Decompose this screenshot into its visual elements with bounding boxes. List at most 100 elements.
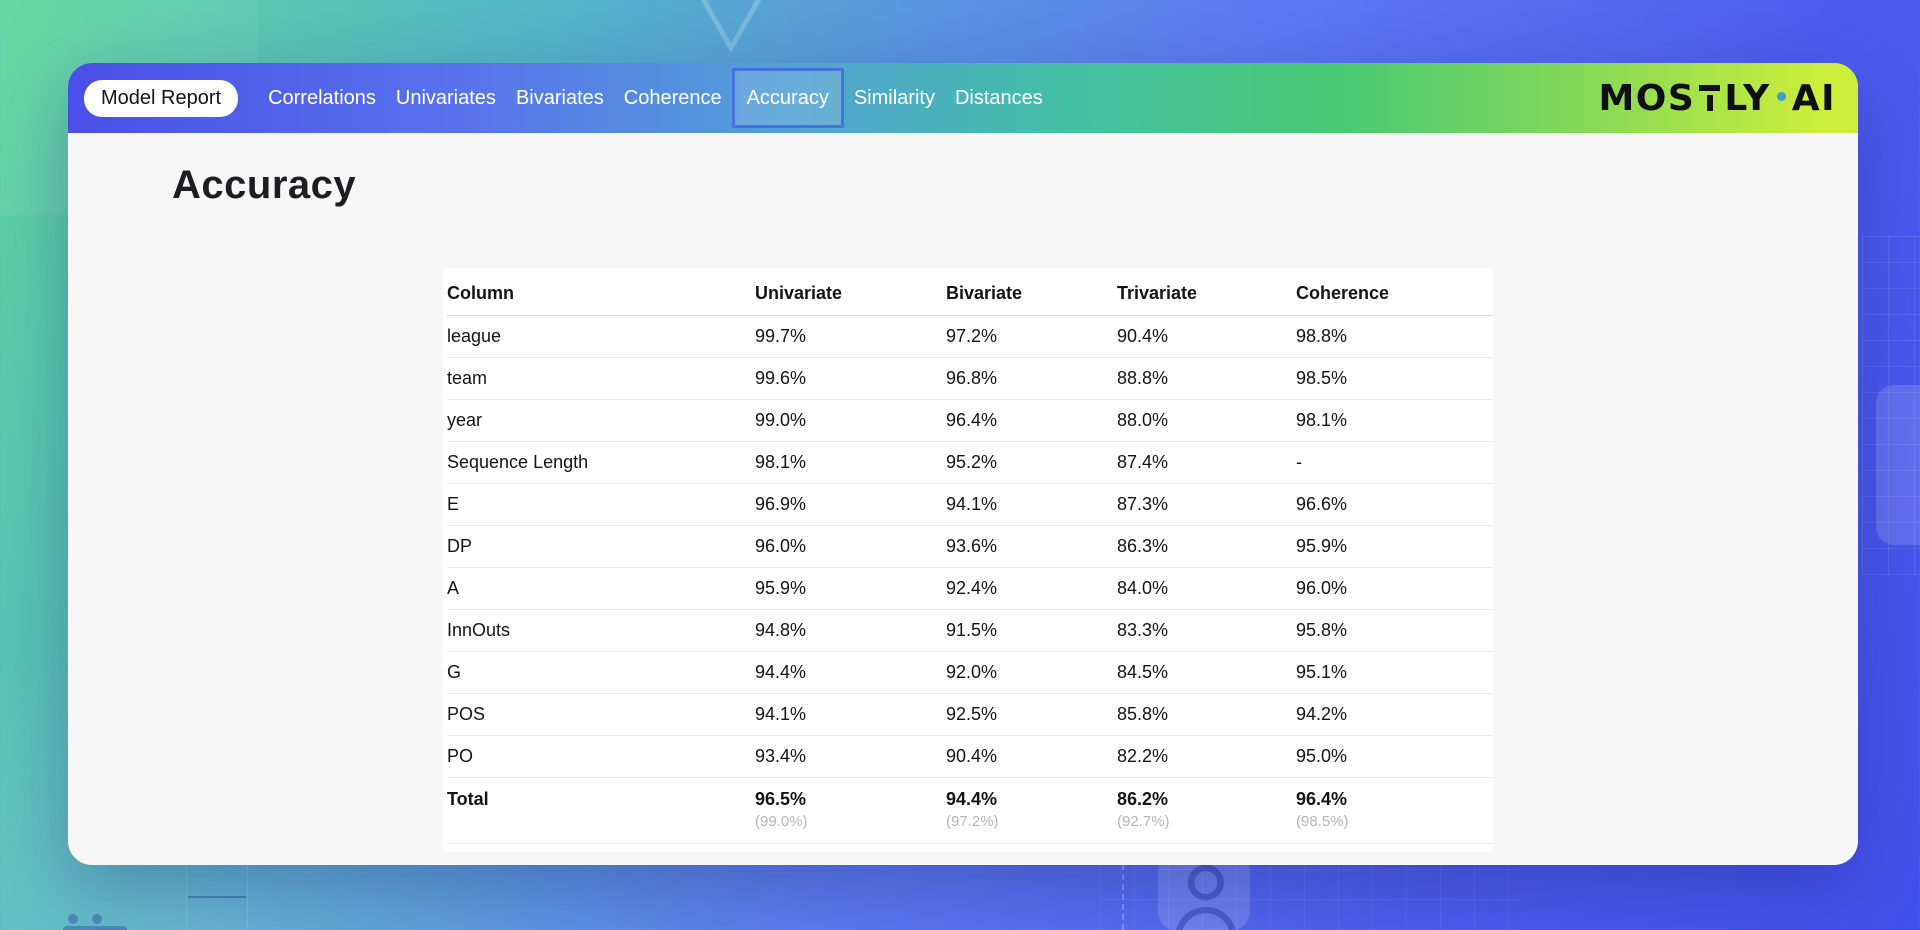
logo-text-mid: LY [1724, 77, 1771, 119]
row-value: 95.9% [1296, 536, 1348, 556]
row-value: 87.3% [1117, 494, 1169, 514]
table-row: DP 96.0% 93.6% 86.3% 95.9% [447, 526, 1493, 568]
tab-similarity[interactable]: Similarity [853, 86, 935, 109]
table-header-row: Column Univariate Bivariate Trivariate Coher… [447, 272, 1493, 316]
background-grid-bottom [1100, 862, 1520, 930]
row-value: 98.1% [1296, 410, 1348, 430]
row-label: E [447, 494, 460, 514]
tab-distances[interactable]: Distances [954, 86, 1043, 109]
total-value: 86.2% (92.7%) [1117, 789, 1296, 830]
row-value: 94.8% [755, 620, 807, 640]
total-sub-value: (92.7%) [1117, 813, 1170, 830]
row-value: 96.4% [946, 410, 998, 430]
row-label: DP [447, 536, 473, 556]
row-value: 94.1% [946, 494, 998, 514]
row-value: 90.4% [946, 746, 998, 766]
row-value: 95.1% [1296, 662, 1348, 682]
column-header: Coherence [1296, 283, 1390, 303]
row-value: 82.2% [1117, 746, 1169, 766]
table-row: year 99.0% 96.4% 88.0% 98.1% [447, 400, 1493, 442]
row-value: 99.6% [755, 368, 807, 388]
row-label: year [447, 410, 483, 430]
column-header: Bivariate [946, 283, 1023, 303]
table-row: league 99.7% 97.2% 90.4% 98.8% [447, 316, 1493, 358]
row-label: league [447, 326, 502, 346]
row-value: 95.0% [1296, 746, 1348, 766]
table-row: Sequence Length 98.1% 95.2% 87.4% - [447, 442, 1493, 484]
background-rounded-rect [1876, 385, 1920, 545]
logo-stylized-t-icon [1698, 85, 1721, 111]
report-card: Model Report Correlations Univariates Biva… [68, 63, 1858, 865]
chevron-down-icon [700, 0, 762, 52]
table-row: team 99.6% 96.8% 88.8% 98.5% [447, 358, 1493, 400]
row-value: - [1296, 452, 1302, 472]
model-report-badge[interactable]: Model Report [84, 79, 239, 117]
tab-coherence[interactable]: Coherence [623, 86, 722, 109]
row-value: 99.0% [755, 410, 807, 430]
logo-text-left: MOS [1598, 77, 1696, 119]
top-navigation: Model Report Correlations Univariates Biva… [68, 63, 1858, 133]
row-label: G [447, 662, 462, 682]
tab-accuracy[interactable]: Accuracy [731, 68, 844, 128]
total-value: 96.4% (98.5%) [1296, 789, 1493, 830]
row-value: 94.1% [755, 704, 807, 724]
row-value: 94.4% [755, 662, 807, 682]
row-value: 96.9% [755, 494, 807, 514]
total-value: 94.4% (97.2%) [946, 789, 1117, 830]
row-value: 90.4% [1117, 326, 1169, 346]
table-row: InnOuts 94.8% 91.5% 83.3% 95.8% [447, 610, 1493, 652]
accuracy-table: Column Univariate Bivariate Trivariate Coher… [443, 268, 1493, 852]
row-value: 93.6% [946, 536, 998, 556]
column-header: Trivariate [1117, 283, 1198, 303]
row-value: 95.2% [946, 452, 998, 472]
row-label: POS [447, 704, 486, 724]
total-sub-value: (99.0%) [755, 813, 808, 830]
row-value: 86.3% [1117, 536, 1169, 556]
row-value: 99.7% [755, 326, 807, 346]
total-value: 96.5% (99.0%) [755, 789, 946, 830]
mostly-ai-logo: MOS LY AI [1598, 78, 1836, 119]
tab-bivariates[interactable]: Bivariates [515, 86, 604, 109]
row-value: 92.4% [946, 578, 998, 598]
logo-text-ai: AI [1791, 77, 1836, 119]
row-value: 84.0% [1117, 578, 1169, 598]
table-row: G 94.4% 92.0% 84.5% 95.1% [447, 652, 1493, 694]
background-grid-bottom-left [186, 862, 248, 930]
row-value: 97.2% [946, 326, 998, 346]
row-value: 96.6% [1296, 494, 1348, 514]
tab-univariates[interactable]: Univariates [395, 86, 496, 109]
logo-dot-icon [1776, 91, 1786, 101]
row-value: 93.4% [755, 746, 807, 766]
row-value: 88.0% [1117, 410, 1169, 430]
row-value: 98.8% [1296, 326, 1348, 346]
dashed-line-decoration [1122, 864, 1124, 930]
row-value: 84.5% [1117, 662, 1169, 682]
row-value: 88.8% [1117, 368, 1169, 388]
row-value: 87.4% [1117, 452, 1169, 472]
row-value: 96.0% [755, 536, 807, 556]
total-sub-value: (97.2%) [946, 813, 999, 830]
column-header: Column [447, 283, 514, 303]
row-label: team [447, 368, 488, 388]
tab-correlations[interactable]: Correlations [268, 86, 376, 109]
total-label: Total [447, 789, 489, 809]
row-value: 98.5% [1296, 368, 1348, 388]
row-value: 95.8% [1296, 620, 1348, 640]
row-value: 91.5% [946, 620, 998, 640]
table-row: PO 93.4% 90.4% 82.2% 95.0% [447, 736, 1493, 778]
nav-tabs: Correlations Univariates Bivariates Coheren… [258, 63, 1053, 133]
background-grid-right [1862, 235, 1920, 575]
row-value: 83.3% [1117, 620, 1169, 640]
row-value: 94.2% [1296, 704, 1348, 724]
table-total-row: Total 96.5% (99.0%) 94.4% (97.2%) 86.2% (92.7%… [447, 778, 1493, 844]
row-value: 98.1% [755, 452, 807, 472]
table-body: league 99.7% 97.2% 90.4% 98.8% team 99.6% 96.8%… [447, 316, 1493, 844]
row-label: A [447, 578, 460, 598]
row-value: 92.5% [946, 704, 998, 724]
page-title: Accuracy [172, 163, 357, 207]
total-sub-value: (98.5%) [1296, 813, 1349, 830]
people-silhouette-icon [63, 914, 127, 930]
row-label: InnOuts [447, 620, 511, 640]
row-value: 96.8% [946, 368, 998, 388]
row-label: Sequence Length [447, 452, 589, 472]
